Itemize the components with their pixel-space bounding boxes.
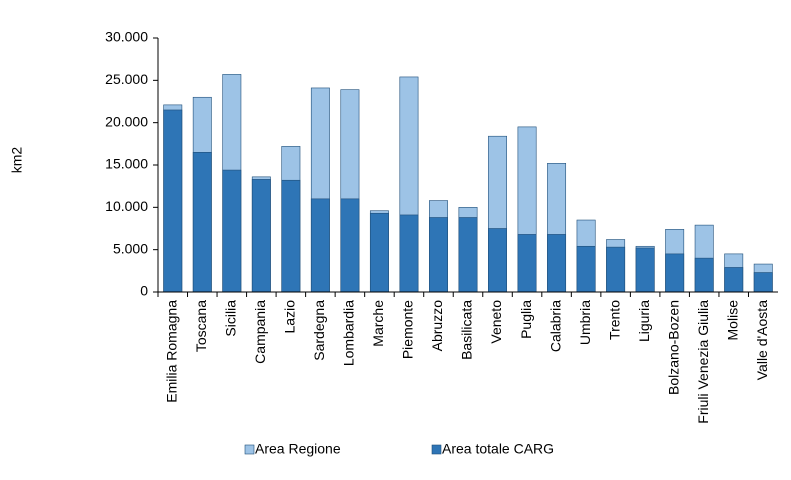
x-tick-label: Basilicata <box>459 300 475 360</box>
y-tick-label: 15.000 <box>105 156 148 172</box>
x-tick-label: Friuli Venezia Giulia <box>695 300 711 424</box>
x-tick-label: Lazio <box>282 300 298 334</box>
bar <box>429 217 448 293</box>
x-tick-label: Calabria <box>547 300 563 352</box>
bar <box>724 267 744 293</box>
x-tick-label: Toscana <box>193 300 209 352</box>
x-tick-label: Abruzzo <box>429 300 445 352</box>
legend-label: Area totale CARG <box>442 441 554 457</box>
bar <box>399 214 419 293</box>
legend-swatch <box>244 444 255 455</box>
bar <box>665 253 685 293</box>
bar <box>222 169 242 293</box>
x-tick-label: Trento <box>606 300 622 340</box>
x-tick-label: Veneto <box>488 300 504 344</box>
x-tick-label: Umbria <box>577 300 593 345</box>
y-tick-label: 30.000 <box>105 29 148 45</box>
bar <box>488 228 507 293</box>
x-tick-label: Marche <box>370 300 386 347</box>
bar <box>635 247 655 293</box>
x-tick-label: Campania <box>252 300 268 364</box>
bar <box>547 234 567 293</box>
y-tick-label: 0 <box>140 283 148 299</box>
y-axis-label: km2 <box>9 147 25 174</box>
x-tick-label: Piemonte <box>400 300 416 359</box>
bar <box>576 245 596 293</box>
x-tick-label: Liguria <box>636 300 652 342</box>
bar <box>251 179 271 293</box>
bar <box>753 272 773 293</box>
x-tick-label: Molise <box>724 300 740 341</box>
x-tick-label: Sicilia <box>223 300 239 337</box>
bar <box>192 152 212 293</box>
y-tick-label: 5.000 <box>113 240 148 256</box>
x-tick-label: Emilia Romagna <box>163 300 179 403</box>
x-tick-label: Bolzano-Bozen <box>665 300 681 395</box>
legend-label: Area Regione <box>255 441 341 457</box>
bar <box>340 198 360 293</box>
y-tick-label: 25.000 <box>105 71 148 87</box>
x-tick-label: Puglia <box>518 300 534 339</box>
bar <box>606 246 626 293</box>
x-tick-label: Lombardia <box>341 300 357 366</box>
bar <box>310 198 330 293</box>
bar <box>163 109 183 293</box>
legend-swatch <box>431 444 442 455</box>
y-tick-label: 20.000 <box>105 113 148 129</box>
x-tick-label: Valle d'Aosta <box>754 300 770 380</box>
bar <box>694 257 714 293</box>
y-tick-label: 10.000 <box>105 198 148 214</box>
bar <box>517 234 537 293</box>
bar <box>281 179 301 293</box>
bar <box>458 217 478 293</box>
x-tick-label: Sardegna <box>311 300 327 361</box>
bar <box>369 212 389 293</box>
